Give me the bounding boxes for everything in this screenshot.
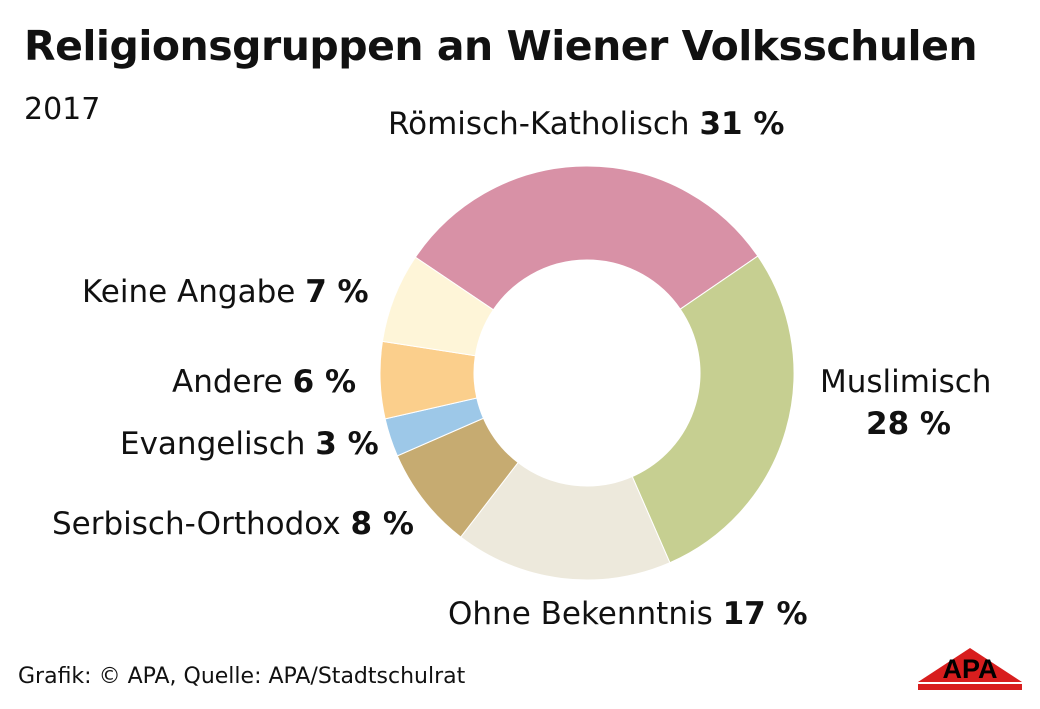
apa-logo-text: APA <box>942 654 997 684</box>
source-credit: Grafik: © APA, Quelle: APA/Stadtschulrat <box>18 664 466 689</box>
label-value: 3 % <box>315 426 379 462</box>
label-value: 6 % <box>292 364 357 400</box>
label-value: 8 % <box>350 506 414 542</box>
chart-subtitle: 2017 <box>24 92 101 127</box>
label-serbisch-orthodox: Serbisch-Orthodox 8 % <box>52 504 414 544</box>
label-muslimisch-value: 28 % <box>866 406 951 442</box>
label-value: 7 % <box>305 274 369 310</box>
label-name: Andere <box>172 364 283 400</box>
slice-keine-angabe <box>381 256 495 357</box>
slice-muslimisch <box>631 255 795 564</box>
apa-logo: APA <box>918 648 1022 690</box>
label-name: Ohne Bekenntnis <box>448 596 713 632</box>
label-name: Evangelisch <box>120 426 306 462</box>
label-value: 17 % <box>722 596 808 632</box>
chart-title: Religionsgruppen an Wiener Volksschulen <box>24 22 978 70</box>
label-roemisch-katholisch: Römisch-Katholisch 31 % <box>388 104 784 144</box>
label-name: Serbisch-Orthodox <box>52 506 341 542</box>
label-name: Keine Angabe <box>82 274 296 310</box>
slice-roemisch-katholisch <box>414 165 759 311</box>
label-andere: Andere 6 % <box>172 362 356 402</box>
label-name: Römisch-Katholisch <box>388 106 690 142</box>
label-keine-angabe: Keine Angabe 7 % <box>82 272 369 312</box>
label-ohne-bekenntnis: Ohne Bekenntnis 17 % <box>448 594 808 634</box>
slice-ohne-bekenntnis <box>459 461 671 581</box>
label-evangelisch: Evangelisch 3 % <box>120 424 379 464</box>
label-value: 31 % <box>699 106 785 142</box>
label-muslimisch-name: Muslimisch <box>820 364 992 400</box>
